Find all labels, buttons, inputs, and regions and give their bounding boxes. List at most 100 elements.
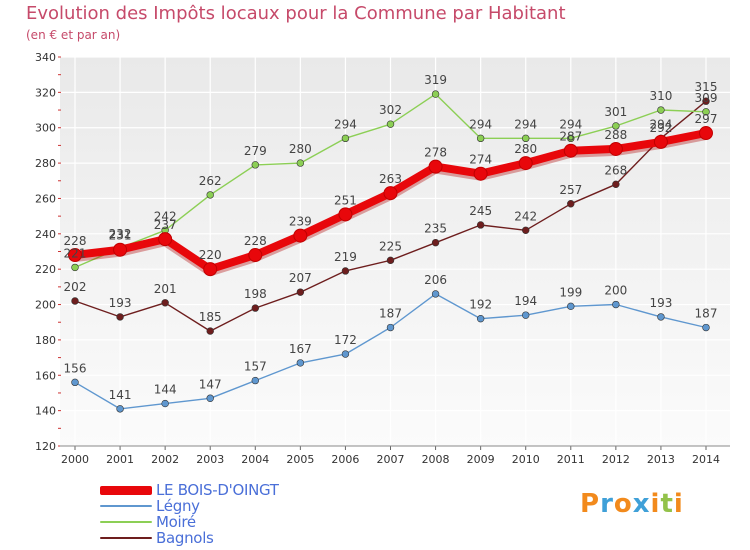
data-label: 301 bbox=[604, 105, 627, 119]
data-label: 279 bbox=[244, 144, 267, 158]
data-point bbox=[293, 228, 308, 243]
logo-letter: t bbox=[660, 489, 674, 519]
line-chart: 120 140 160 180 200 220 240 260 280 300 320 340 2000… bbox=[35, 51, 730, 466]
data-point bbox=[476, 314, 485, 323]
data-point bbox=[206, 327, 214, 335]
data-point bbox=[567, 302, 575, 311]
data-point bbox=[206, 394, 214, 402]
data-point bbox=[116, 313, 124, 321]
data-point bbox=[341, 267, 350, 275]
data-label: 156 bbox=[64, 361, 87, 375]
data-label: 225 bbox=[379, 239, 402, 253]
data-label: 268 bbox=[604, 163, 627, 177]
data-point bbox=[383, 186, 398, 201]
data-label: 319 bbox=[424, 73, 447, 87]
data-point bbox=[248, 248, 263, 263]
data-point bbox=[386, 120, 395, 128]
x-tick-label: 2006 bbox=[331, 453, 359, 466]
data-point bbox=[431, 90, 440, 98]
data-label: 207 bbox=[289, 271, 312, 285]
data-labels: 156 141 144 147 157 167 172 187 206 192 194 199 200 1… bbox=[64, 73, 718, 402]
x-tick-label: 2013 bbox=[647, 453, 675, 466]
legend-label: Légny bbox=[156, 497, 200, 515]
data-label: 292 bbox=[649, 121, 672, 135]
data-point bbox=[702, 323, 710, 332]
logo-letter: i bbox=[673, 489, 684, 519]
data-point bbox=[657, 106, 665, 114]
data-point bbox=[251, 161, 259, 169]
data-label: 245 bbox=[469, 204, 492, 218]
data-point bbox=[161, 399, 169, 408]
y-tick-label: 160 bbox=[35, 369, 56, 382]
proxiti-logo: Proxiti bbox=[580, 489, 684, 519]
chart-title: Evolution des Impôts locaux pour la Comm… bbox=[26, 3, 566, 24]
data-label: 167 bbox=[289, 342, 312, 356]
legend-swatch bbox=[100, 521, 152, 523]
logo-letter: P bbox=[580, 489, 601, 519]
data-label: 294 bbox=[514, 117, 537, 131]
legend-item: LE BOIS-D'OINGT bbox=[100, 481, 279, 499]
data-label: 232 bbox=[109, 227, 132, 241]
data-label: 280 bbox=[514, 142, 537, 156]
x-tick-label: 2002 bbox=[151, 453, 179, 466]
data-label: 193 bbox=[649, 296, 672, 310]
data-label: 263 bbox=[379, 172, 402, 186]
y-tick-label: 320 bbox=[35, 86, 56, 99]
data-point bbox=[296, 288, 305, 296]
y-tick-label: 200 bbox=[35, 299, 56, 312]
data-label: 237 bbox=[154, 218, 177, 232]
data-point bbox=[476, 221, 485, 229]
data-point bbox=[431, 238, 440, 247]
data-point bbox=[431, 290, 440, 298]
data-label: 193 bbox=[109, 296, 132, 310]
data-label: 239 bbox=[289, 215, 312, 229]
data-point bbox=[71, 263, 79, 272]
legend-item: Légny bbox=[100, 497, 279, 515]
data-point bbox=[657, 313, 665, 321]
data-point bbox=[699, 126, 713, 141]
data-label: 199 bbox=[559, 285, 582, 299]
legend-item: Moiré bbox=[100, 513, 279, 531]
data-point bbox=[563, 143, 578, 158]
legend-label: LE BOIS-D'OINGT bbox=[156, 481, 279, 499]
x-tick-label: 2007 bbox=[377, 453, 405, 466]
data-label: 221 bbox=[64, 246, 87, 260]
data-point bbox=[612, 122, 620, 130]
data-point bbox=[522, 226, 530, 234]
y-tick-label: 300 bbox=[35, 122, 56, 135]
y-tick-label: 240 bbox=[35, 228, 56, 241]
data-label: 274 bbox=[469, 153, 492, 167]
data-label: 262 bbox=[199, 174, 222, 188]
x-tick-label: 2001 bbox=[106, 453, 134, 466]
legend: LE BOIS-D'OINGT Légny Moiré Bagnols bbox=[100, 481, 279, 547]
data-point bbox=[612, 180, 620, 189]
data-label: 294 bbox=[649, 117, 672, 131]
logo-letter: x bbox=[632, 489, 651, 519]
data-point bbox=[518, 156, 533, 171]
data-label: 194 bbox=[514, 294, 537, 308]
x-tick-label: 2005 bbox=[286, 453, 314, 466]
data-point bbox=[71, 378, 79, 387]
data-point bbox=[702, 97, 710, 105]
data-point bbox=[612, 300, 620, 309]
data-label: 235 bbox=[424, 222, 447, 236]
data-point bbox=[296, 159, 305, 167]
data-label: 297 bbox=[695, 112, 718, 126]
legend-label: Moiré bbox=[156, 513, 196, 531]
data-label: 202 bbox=[64, 280, 87, 294]
series bbox=[68, 90, 713, 413]
data-point bbox=[68, 248, 82, 263]
data-point bbox=[386, 256, 395, 265]
data-label: 294 bbox=[469, 117, 492, 131]
y-tick-label: 180 bbox=[35, 334, 56, 347]
data-point bbox=[206, 191, 214, 199]
y-tick-label: 140 bbox=[35, 405, 56, 418]
data-point bbox=[653, 134, 668, 149]
logo-letter: i bbox=[650, 489, 661, 519]
x-tick-label: 2010 bbox=[512, 453, 540, 466]
x-tick-label: 2014 bbox=[692, 453, 720, 466]
data-point bbox=[473, 166, 488, 181]
x-tick-label: 2012 bbox=[602, 453, 630, 466]
data-point bbox=[251, 304, 259, 312]
legend-swatch bbox=[100, 505, 152, 507]
